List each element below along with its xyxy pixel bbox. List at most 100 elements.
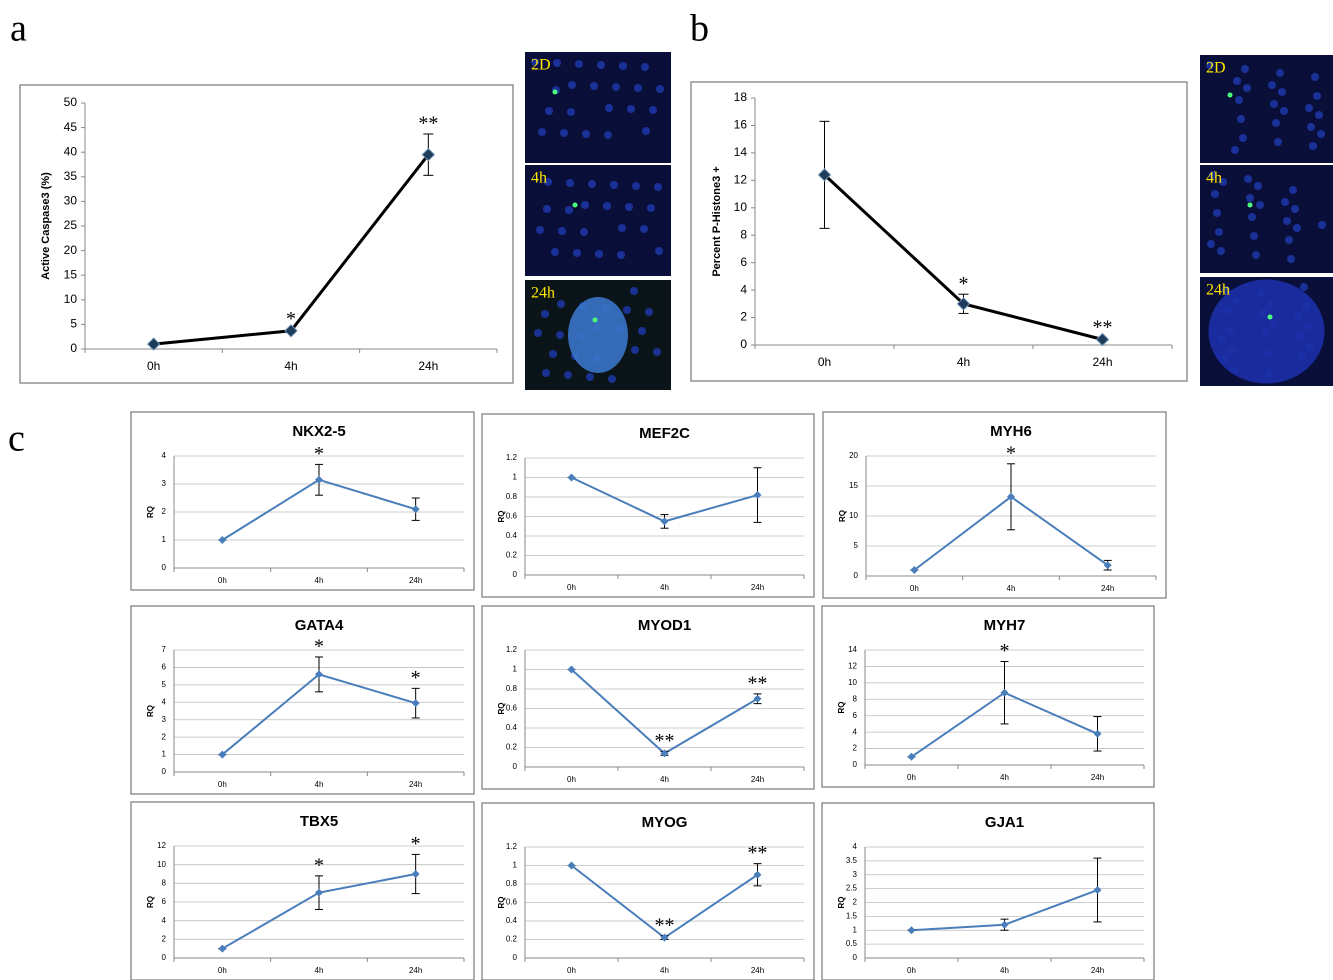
significance-label: * [314, 443, 324, 465]
y-tick-label: 35 [64, 169, 78, 183]
x-tick-label: 0h [818, 355, 831, 369]
nucleus [1280, 107, 1288, 115]
y-tick-label: 40 [64, 144, 78, 158]
x-tick-label: 0h [218, 966, 227, 975]
y-tick-label: 0.2 [506, 935, 518, 944]
nucleus [654, 183, 662, 191]
y-tick-label: 1 [513, 861, 518, 870]
nucleus [1281, 198, 1289, 206]
y-tick-label: 0.8 [506, 684, 518, 693]
positive-cell [1247, 202, 1253, 208]
nucleus [604, 131, 612, 139]
nucleus [1293, 224, 1301, 232]
nucleus [573, 249, 581, 257]
significance-label: ** [655, 730, 675, 752]
nucleus [630, 287, 638, 295]
y-tick-label: 0 [162, 563, 167, 572]
data-point [907, 752, 916, 761]
y-tick-label: 20 [64, 243, 78, 257]
nucleus [551, 248, 559, 256]
positive-cell [1267, 314, 1273, 320]
nucleus [1207, 240, 1215, 248]
x-tick-label: 4h [660, 583, 669, 592]
data-point [567, 665, 576, 674]
x-tick-label: 24h [409, 780, 422, 789]
x-tick-label: 4h [660, 966, 669, 975]
nucleus [1289, 186, 1297, 194]
y-tick-label: 1 [513, 665, 518, 674]
nucleus [558, 227, 566, 235]
nucleus [1278, 88, 1286, 96]
y-axis-label: RQ [837, 897, 846, 909]
nucleus [641, 63, 649, 71]
y-tick-label: 5 [70, 317, 77, 331]
nucleus [1309, 142, 1317, 150]
nucleus [1307, 123, 1315, 131]
y-axis-label: RQ [497, 703, 506, 715]
x-tick-label: 0h [218, 576, 227, 585]
chart-frame [130, 605, 475, 795]
x-tick-label: 4h [1007, 584, 1016, 593]
y-tick-label: 0.4 [506, 723, 518, 732]
x-tick-label: 4h [315, 966, 324, 975]
chart-frame [130, 411, 475, 591]
significance-label: * [314, 854, 324, 876]
nucleus [1305, 104, 1313, 112]
positive-cell [1227, 92, 1233, 98]
y-tick-label: 5 [854, 541, 859, 550]
micrograph-label: 24h [531, 285, 555, 302]
y-tick-label: 1 [162, 535, 167, 544]
y-tick-label: 0 [853, 953, 858, 962]
x-tick-label: 0h [567, 775, 576, 784]
x-tick-label: 24h [1101, 584, 1114, 593]
nucleus [580, 228, 588, 236]
nucleus [1241, 65, 1249, 73]
micrograph-label: 4h [1206, 170, 1222, 187]
nucleus [1270, 100, 1278, 108]
nucleus [556, 331, 564, 339]
nucleus [586, 373, 594, 381]
nucleus [603, 202, 611, 210]
y-tick-label: 10 [64, 292, 78, 306]
data-point [1000, 920, 1009, 929]
data-point [567, 473, 576, 482]
data-point [1093, 729, 1102, 738]
y-axis-label: RQ [146, 705, 155, 717]
data-point [421, 147, 436, 162]
x-tick-label: 24h [751, 966, 764, 975]
significance-label: ** [748, 842, 768, 864]
y-tick-label: 0 [162, 953, 167, 962]
data-point [411, 699, 420, 708]
y-tick-label: 10 [849, 511, 858, 520]
nucleus [582, 130, 590, 138]
y-axis-label: Active Caspase3 (%) [40, 172, 52, 280]
positive-cell [572, 202, 578, 208]
y-axis-label: RQ [146, 896, 155, 908]
nucleus [1248, 213, 1256, 221]
significance-label: * [286, 308, 296, 330]
nucleus [545, 107, 553, 115]
y-axis-label: RQ [837, 702, 846, 714]
nucleus [605, 104, 613, 112]
positive-cell [592, 317, 598, 323]
data-point [315, 475, 323, 484]
nucleus [647, 204, 655, 212]
chart-frame [821, 605, 1155, 788]
nucleus [1256, 201, 1264, 209]
x-tick-label: 4h [1000, 773, 1009, 782]
nucleus [608, 375, 616, 383]
nucleus [1300, 283, 1308, 291]
y-tick-label: 0.4 [506, 531, 518, 540]
y-tick-label: 6 [162, 663, 167, 672]
y-tick-label: 10 [157, 860, 166, 869]
nucleus [612, 83, 620, 91]
nucleus [1318, 221, 1326, 229]
data-point [218, 944, 227, 953]
y-tick-label: 3 [162, 479, 167, 488]
y-tick-label: 0.2 [506, 551, 518, 560]
x-tick-label: 24h [409, 966, 422, 975]
significance-label: * [1006, 442, 1016, 464]
nucleus [1250, 232, 1258, 240]
data-point [1093, 886, 1102, 895]
data-point [1000, 688, 1009, 697]
